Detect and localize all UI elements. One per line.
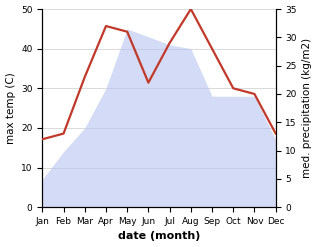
X-axis label: date (month): date (month) [118, 231, 200, 242]
Y-axis label: med. precipitation (kg/m2): med. precipitation (kg/m2) [302, 38, 313, 178]
Y-axis label: max temp (C): max temp (C) [5, 72, 16, 144]
